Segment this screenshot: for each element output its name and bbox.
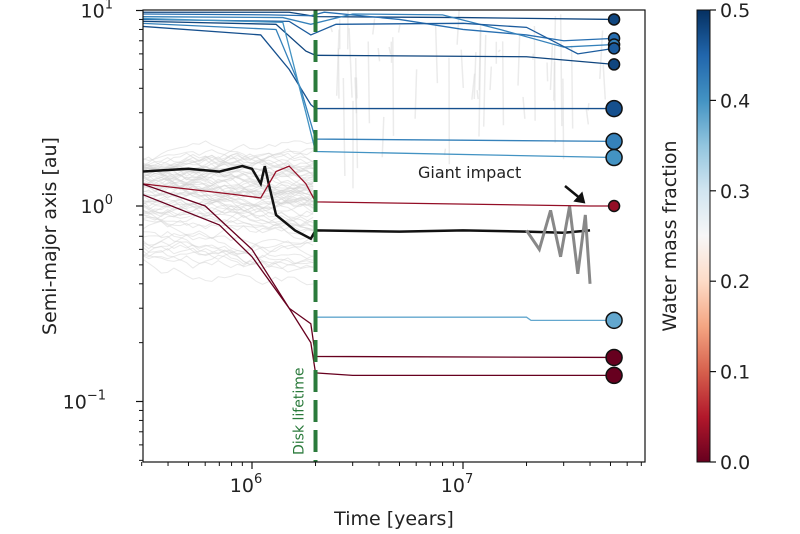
- y-tick-label: 101: [81, 0, 113, 23]
- background-track: [474, 52, 476, 99]
- planet-tracks: [142, 12, 614, 375]
- colorbar-ticks: 0.0 0.1 0.2 0.3 0.4 0.5: [710, 0, 750, 474]
- y-tick-label: 10−1: [63, 389, 106, 414]
- background-track: [373, 19, 375, 35]
- planet-1-track: [142, 12, 614, 19]
- background-track: [518, 34, 520, 86]
- background-track: [572, 46, 573, 129]
- planet-6-track: [142, 26, 614, 108]
- colorbar-tick-label: 0.1: [720, 362, 750, 384]
- planet-12-track: [142, 194, 614, 375]
- planet-11-track: [142, 184, 614, 358]
- background-track: [389, 47, 391, 54]
- disk-lifetime-label: Disk lifetime: [292, 368, 308, 455]
- x-tick-label: 107: [441, 472, 473, 497]
- background-track: [136, 235, 313, 264]
- x-tick-label: 106: [230, 472, 262, 497]
- background-track: [477, 90, 478, 99]
- background-track: [600, 30, 603, 78]
- y-axis-ticks: 101 100 10−1: [63, 0, 143, 460]
- planet-12-marker: [606, 367, 622, 383]
- background-track: [490, 67, 491, 90]
- background-track: [368, 41, 369, 123]
- y-axis-label: Semi-major axis [au]: [39, 137, 61, 335]
- x-axis-ticks: 106 107: [142, 462, 642, 497]
- colorbar-tick-label: 0.2: [720, 271, 750, 293]
- planet-10-track: [316, 317, 615, 320]
- background-track: [356, 58, 358, 168]
- giant-impact-annotation: Giant impact: [418, 163, 585, 203]
- background-track: [378, 48, 379, 61]
- colorbar-tick-label: 0.3: [720, 181, 750, 203]
- background-track: [523, 97, 525, 119]
- background-track: [356, 77, 357, 98]
- background-track: [393, 37, 394, 136]
- colorbar-label: Water mass fraction: [659, 140, 681, 331]
- planet-11-marker: [606, 349, 622, 365]
- background-track: [399, 25, 400, 32]
- background-track: [436, 25, 438, 84]
- background-track: [550, 45, 552, 90]
- background-track: [484, 35, 486, 127]
- planet-1-marker: [609, 14, 620, 25]
- background-track: [588, 103, 589, 110]
- planet-10-marker: [606, 312, 622, 328]
- background-track: [561, 14, 562, 126]
- background-track: [547, 63, 548, 82]
- colorbar-tick-label: 0.4: [720, 90, 750, 112]
- background-track: [534, 26, 535, 121]
- planet-7-marker: [606, 133, 622, 149]
- planet-8-marker: [606, 150, 622, 166]
- y-tick-label: 100: [81, 193, 113, 218]
- background-track: [415, 69, 416, 118]
- planet-5-marker: [609, 59, 620, 70]
- background-track: [461, 50, 463, 88]
- final-planet-markers: [606, 14, 622, 383]
- background-track: [382, 117, 384, 157]
- giant-impact-label: Giant impact: [418, 163, 521, 182]
- planet-5-track: [142, 21, 614, 64]
- colorbar: [697, 10, 710, 462]
- gray-track: [527, 206, 591, 284]
- colorbar-tick-label: 0.0: [720, 452, 750, 474]
- background-track: [603, 63, 605, 99]
- background-track: [503, 41, 504, 125]
- planet-8-track: [142, 19, 614, 158]
- background-track: [498, 50, 500, 52]
- planet-6-marker: [606, 101, 622, 117]
- x-axis-label: Time [years]: [333, 508, 454, 530]
- background-track: [563, 79, 564, 160]
- planet-4-marker: [609, 43, 620, 54]
- colorbar-tick-label: 0.5: [720, 0, 750, 22]
- background-track: [457, 9, 459, 44]
- planet-9-marker: [609, 201, 620, 212]
- background-track: [349, 28, 352, 98]
- background-track: [343, 78, 345, 176]
